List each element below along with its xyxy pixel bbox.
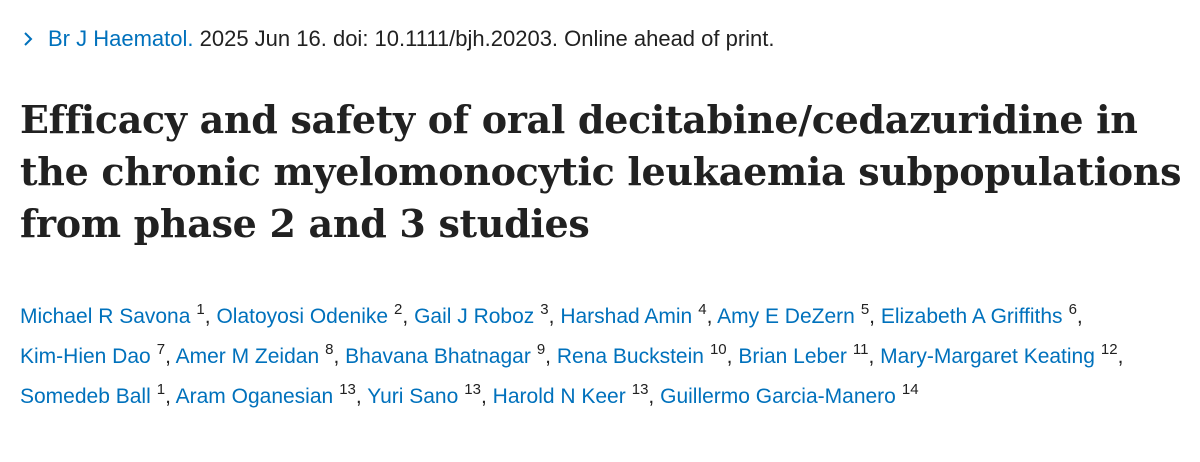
author-item: Elizabeth A Griffiths 6, (880, 301, 1083, 328)
author-name-link[interactable]: Guillermo Garcia-Manero (660, 385, 896, 408)
author-separator: , (548, 305, 555, 328)
affiliation-number[interactable]: 12 (1100, 341, 1118, 358)
author-name-link[interactable]: Harold N Keer (492, 385, 626, 408)
affiliation-number[interactable]: 13 (339, 381, 356, 398)
affiliation-number[interactable]: 9 (536, 341, 546, 358)
author-name-link[interactable]: Olatoyosi Odenike (216, 305, 389, 328)
citation-details: 2025 Jun 16. doi: 10.1111/bjh.20203. Onl… (199, 26, 775, 51)
author-item: Harold N Keer 13, (492, 381, 655, 408)
author-item: Bhavana Bhatnagar 9, (345, 341, 552, 368)
author-item: Aram Oganesian 13, (175, 381, 362, 408)
author-item: Amy E DeZern 5, (717, 301, 875, 328)
affiliation-number[interactable]: 14 (901, 381, 919, 398)
author-separator: , (355, 385, 362, 408)
affiliation-number[interactable]: 10 (709, 341, 727, 358)
author-name-link[interactable]: Mary-Margaret Keating (880, 345, 1095, 368)
author-item: Somedeb Ball 1, (20, 381, 171, 408)
author-name-link[interactable]: Kim-Hien Dao (20, 345, 151, 368)
author-separator: , (869, 305, 875, 328)
author-name-link[interactable]: Aram Oganesian (175, 385, 334, 408)
author-name-link[interactable]: Elizabeth A Griffiths (880, 305, 1063, 328)
affiliation-number[interactable]: 11 (852, 341, 869, 358)
author-item: Michael R Savona 1, (20, 301, 211, 328)
author-name-link[interactable]: Somedeb Ball (20, 385, 151, 408)
author-separator: , (165, 385, 171, 408)
author-item: Harshad Amin 4, (560, 301, 713, 328)
author-separator: , (648, 385, 655, 408)
author-name-link[interactable]: Bhavana Bhatnagar (345, 345, 531, 368)
journal-link[interactable]: Br J Haematol. (48, 26, 194, 51)
article-title: Efficacy and safety of oral decitabine/c… (20, 97, 1182, 246)
affiliation-number[interactable]: 6 (1068, 301, 1077, 318)
author-separator: , (1117, 345, 1124, 368)
author-separator: , (333, 345, 340, 368)
affiliation-number[interactable]: 2 (394, 301, 403, 318)
affiliation-number[interactable]: 4 (698, 301, 707, 318)
author-name-link[interactable]: Brian Leber (738, 345, 847, 368)
author-name-link[interactable]: Harshad Amin (560, 305, 693, 328)
chevron-right-icon[interactable] (20, 31, 36, 47)
author-separator: , (402, 305, 409, 328)
author-separator: , (1076, 305, 1083, 328)
affiliation-number[interactable]: 7 (156, 341, 166, 358)
author-list: Michael R Savona 1, Olatoyosi Odenike 2, G… (20, 297, 1190, 417)
affiliation-number[interactable]: 8 (325, 341, 334, 358)
author-separator: , (480, 385, 487, 408)
author-item: Mary-Margaret Keating 12, (880, 341, 1124, 368)
author-item: Gail J Roboz 3, (414, 301, 555, 328)
author-separator: , (545, 345, 552, 368)
author-item: Yuri Sano 13, (367, 381, 487, 408)
author-separator: , (726, 345, 733, 368)
author-item: Kim-Hien Dao 7, (20, 341, 171, 368)
author-separator: , (165, 345, 171, 368)
author-item: Brian Leber 11, (738, 341, 875, 368)
affiliation-number[interactable]: 1 (156, 381, 166, 398)
author-name-link[interactable]: Amer M Zeidan (175, 345, 320, 368)
author-separator: , (706, 305, 713, 328)
affiliation-number[interactable]: 5 (860, 301, 870, 318)
citation-line: Br J Haematol. 2025 Jun 16. doi: 10.1111… (20, 26, 775, 52)
author-name-link[interactable]: Gail J Roboz (414, 305, 535, 328)
author-name-link[interactable]: Yuri Sano (367, 385, 459, 408)
author-item: Olatoyosi Odenike 2, (216, 301, 409, 328)
affiliation-number[interactable]: 1 (196, 301, 205, 318)
author-separator: , (204, 305, 211, 328)
author-item: Rena Buckstein 10, (556, 341, 733, 368)
author-separator: , (868, 345, 875, 368)
author-name-link[interactable]: Michael R Savona (20, 305, 191, 328)
author-item: Amer M Zeidan 8, (175, 341, 340, 368)
affiliation-number[interactable]: 3 (540, 301, 549, 318)
author-name-link[interactable]: Rena Buckstein (556, 345, 704, 368)
affiliation-number[interactable]: 13 (464, 381, 481, 398)
author-name-link[interactable]: Amy E DeZern (717, 305, 855, 328)
author-item: Guillermo Garcia-Manero 14 (660, 381, 919, 408)
affiliation-number[interactable]: 13 (631, 381, 649, 398)
